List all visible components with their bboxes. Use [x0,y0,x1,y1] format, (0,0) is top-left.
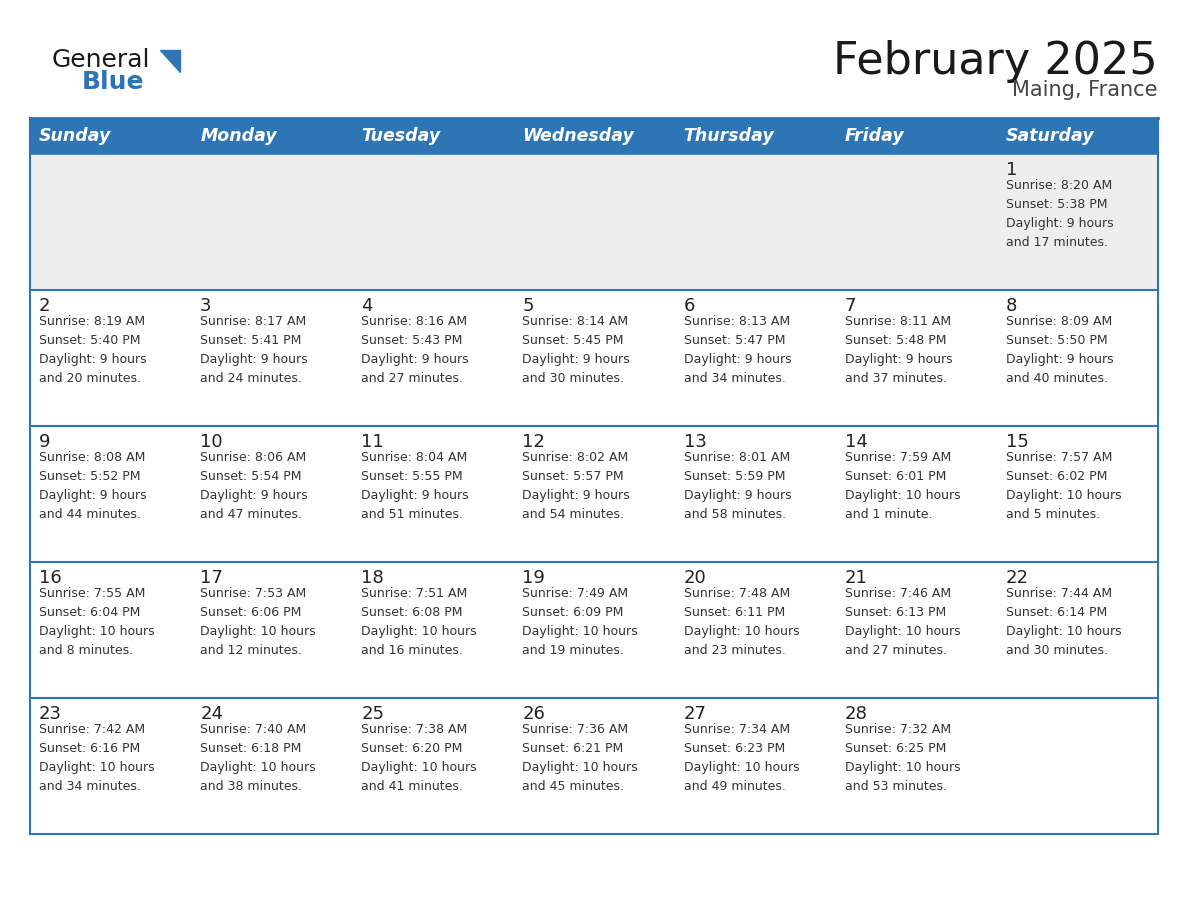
Text: 22: 22 [1006,569,1029,587]
Text: Saturday: Saturday [1006,127,1094,145]
Text: 9: 9 [39,433,51,451]
Text: 18: 18 [361,569,384,587]
Text: 5: 5 [523,297,533,315]
Text: Sunrise: 7:36 AM
Sunset: 6:21 PM
Daylight: 10 hours
and 45 minutes.: Sunrise: 7:36 AM Sunset: 6:21 PM Dayligh… [523,723,638,793]
Text: Maing, France: Maing, France [1012,80,1158,100]
Text: Sunrise: 7:51 AM
Sunset: 6:08 PM
Daylight: 10 hours
and 16 minutes.: Sunrise: 7:51 AM Sunset: 6:08 PM Dayligh… [361,587,476,657]
Text: February 2025: February 2025 [833,40,1158,83]
Text: General: General [52,48,151,72]
Text: Sunrise: 7:44 AM
Sunset: 6:14 PM
Daylight: 10 hours
and 30 minutes.: Sunrise: 7:44 AM Sunset: 6:14 PM Dayligh… [1006,587,1121,657]
Text: Sunrise: 8:06 AM
Sunset: 5:54 PM
Daylight: 9 hours
and 47 minutes.: Sunrise: 8:06 AM Sunset: 5:54 PM Dayligh… [200,451,308,521]
Text: 24: 24 [200,705,223,723]
Text: Sunrise: 8:20 AM
Sunset: 5:38 PM
Daylight: 9 hours
and 17 minutes.: Sunrise: 8:20 AM Sunset: 5:38 PM Dayligh… [1006,179,1113,249]
Polygon shape [160,50,181,72]
Text: Sunrise: 8:04 AM
Sunset: 5:55 PM
Daylight: 9 hours
and 51 minutes.: Sunrise: 8:04 AM Sunset: 5:55 PM Dayligh… [361,451,469,521]
Text: Sunrise: 8:13 AM
Sunset: 5:47 PM
Daylight: 9 hours
and 34 minutes.: Sunrise: 8:13 AM Sunset: 5:47 PM Dayligh… [683,315,791,385]
Bar [30,426,1158,562]
Text: Sunday: Sunday [39,127,112,145]
Text: Sunrise: 7:59 AM
Sunset: 6:01 PM
Daylight: 10 hours
and 1 minute.: Sunrise: 7:59 AM Sunset: 6:01 PM Dayligh… [845,451,960,521]
Text: 26: 26 [523,705,545,723]
Text: Blue: Blue [82,70,145,94]
Text: 15: 15 [1006,433,1029,451]
Text: 12: 12 [523,433,545,451]
Text: 21: 21 [845,569,867,587]
Text: 3: 3 [200,297,211,315]
Text: 16: 16 [39,569,62,587]
Text: Friday: Friday [845,127,904,145]
Text: 20: 20 [683,569,707,587]
Text: Sunrise: 7:34 AM
Sunset: 6:23 PM
Daylight: 10 hours
and 49 minutes.: Sunrise: 7:34 AM Sunset: 6:23 PM Dayligh… [683,723,800,793]
Bar [30,118,1158,834]
Text: Sunrise: 7:38 AM
Sunset: 6:20 PM
Daylight: 10 hours
and 41 minutes.: Sunrise: 7:38 AM Sunset: 6:20 PM Dayligh… [361,723,476,793]
Text: Sunrise: 8:02 AM
Sunset: 5:57 PM
Daylight: 9 hours
and 54 minutes.: Sunrise: 8:02 AM Sunset: 5:57 PM Dayligh… [523,451,630,521]
Text: 8: 8 [1006,297,1017,315]
Text: 10: 10 [200,433,223,451]
Text: Sunrise: 8:09 AM
Sunset: 5:50 PM
Daylight: 9 hours
and 40 minutes.: Sunrise: 8:09 AM Sunset: 5:50 PM Dayligh… [1006,315,1113,385]
Text: Sunrise: 8:16 AM
Sunset: 5:43 PM
Daylight: 9 hours
and 27 minutes.: Sunrise: 8:16 AM Sunset: 5:43 PM Dayligh… [361,315,469,385]
Text: 23: 23 [39,705,62,723]
Text: Sunrise: 8:19 AM
Sunset: 5:40 PM
Daylight: 9 hours
and 20 minutes.: Sunrise: 8:19 AM Sunset: 5:40 PM Dayligh… [39,315,146,385]
Text: 11: 11 [361,433,384,451]
Text: Sunrise: 7:53 AM
Sunset: 6:06 PM
Daylight: 10 hours
and 12 minutes.: Sunrise: 7:53 AM Sunset: 6:06 PM Dayligh… [200,587,316,657]
Text: Sunrise: 7:42 AM
Sunset: 6:16 PM
Daylight: 10 hours
and 34 minutes.: Sunrise: 7:42 AM Sunset: 6:16 PM Dayligh… [39,723,154,793]
Text: 1: 1 [1006,161,1017,179]
Text: 13: 13 [683,433,707,451]
Text: 17: 17 [200,569,223,587]
Text: Sunrise: 7:40 AM
Sunset: 6:18 PM
Daylight: 10 hours
and 38 minutes.: Sunrise: 7:40 AM Sunset: 6:18 PM Dayligh… [200,723,316,793]
Text: 28: 28 [845,705,867,723]
Text: Monday: Monday [200,127,277,145]
Text: Sunrise: 7:55 AM
Sunset: 6:04 PM
Daylight: 10 hours
and 8 minutes.: Sunrise: 7:55 AM Sunset: 6:04 PM Dayligh… [39,587,154,657]
Text: 2: 2 [39,297,51,315]
Bar [30,290,1158,426]
Text: 27: 27 [683,705,707,723]
Text: Thursday: Thursday [683,127,775,145]
Text: Sunrise: 8:17 AM
Sunset: 5:41 PM
Daylight: 9 hours
and 24 minutes.: Sunrise: 8:17 AM Sunset: 5:41 PM Dayligh… [200,315,308,385]
Text: Sunrise: 7:46 AM
Sunset: 6:13 PM
Daylight: 10 hours
and 27 minutes.: Sunrise: 7:46 AM Sunset: 6:13 PM Dayligh… [845,587,960,657]
Text: 25: 25 [361,705,384,723]
Text: 7: 7 [845,297,857,315]
Text: Tuesday: Tuesday [361,127,441,145]
Bar [30,698,1158,834]
Text: 6: 6 [683,297,695,315]
Text: Sunrise: 7:32 AM
Sunset: 6:25 PM
Daylight: 10 hours
and 53 minutes.: Sunrise: 7:32 AM Sunset: 6:25 PM Dayligh… [845,723,960,793]
Bar [30,154,1158,290]
Text: Sunrise: 8:14 AM
Sunset: 5:45 PM
Daylight: 9 hours
and 30 minutes.: Sunrise: 8:14 AM Sunset: 5:45 PM Dayligh… [523,315,630,385]
Text: 4: 4 [361,297,373,315]
Text: Sunrise: 7:48 AM
Sunset: 6:11 PM
Daylight: 10 hours
and 23 minutes.: Sunrise: 7:48 AM Sunset: 6:11 PM Dayligh… [683,587,800,657]
Bar [30,118,1158,154]
Text: 19: 19 [523,569,545,587]
Text: 14: 14 [845,433,867,451]
Text: Sunrise: 7:49 AM
Sunset: 6:09 PM
Daylight: 10 hours
and 19 minutes.: Sunrise: 7:49 AM Sunset: 6:09 PM Dayligh… [523,587,638,657]
Bar [30,562,1158,698]
Text: Wednesday: Wednesday [523,127,634,145]
Text: Sunrise: 7:57 AM
Sunset: 6:02 PM
Daylight: 10 hours
and 5 minutes.: Sunrise: 7:57 AM Sunset: 6:02 PM Dayligh… [1006,451,1121,521]
Text: Sunrise: 8:01 AM
Sunset: 5:59 PM
Daylight: 9 hours
and 58 minutes.: Sunrise: 8:01 AM Sunset: 5:59 PM Dayligh… [683,451,791,521]
Text: Sunrise: 8:08 AM
Sunset: 5:52 PM
Daylight: 9 hours
and 44 minutes.: Sunrise: 8:08 AM Sunset: 5:52 PM Dayligh… [39,451,146,521]
Text: Sunrise: 8:11 AM
Sunset: 5:48 PM
Daylight: 9 hours
and 37 minutes.: Sunrise: 8:11 AM Sunset: 5:48 PM Dayligh… [845,315,953,385]
